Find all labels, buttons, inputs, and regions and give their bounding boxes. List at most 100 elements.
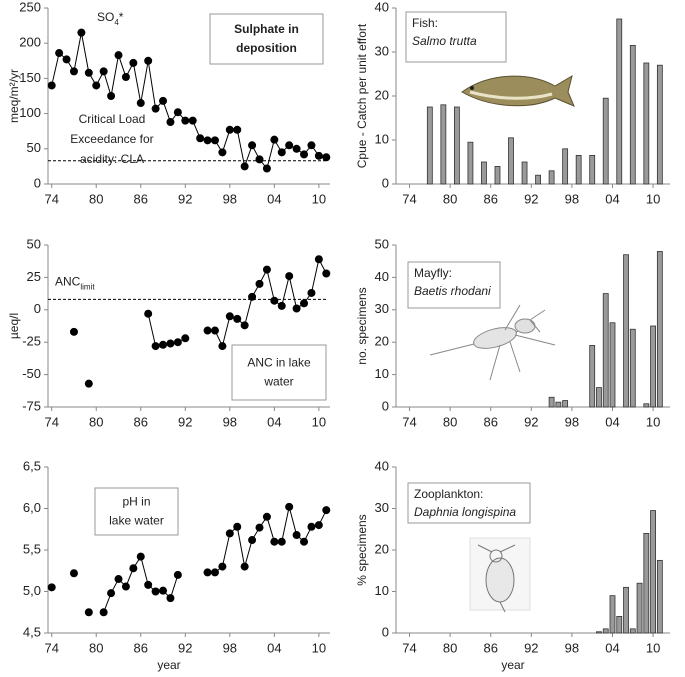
data-point [292,304,301,313]
data-point [292,531,301,540]
bar [602,628,609,634]
data-point [151,342,160,351]
y-tick-label: 40 [375,0,389,14]
x-tick-label: 92 [524,414,538,429]
y-tick-label: 150 [19,70,41,85]
y-tick-label: 0 [34,301,41,316]
x-tick-label: 98 [565,640,579,655]
series-label-text: SO [97,10,114,24]
y-tick-label: 30 [375,43,389,58]
data-point [69,67,78,76]
data-point [248,141,257,150]
x-tick-label: 74 [402,414,416,429]
data-point [92,81,101,90]
data-point [203,326,212,335]
data-point [196,134,205,143]
data-point [218,148,227,157]
y-axis-label: % specimens [355,514,369,585]
data-point [136,99,145,108]
bar [453,106,460,185]
data-point [210,326,219,335]
data-point [188,116,197,125]
y-tick-label: 20 [375,87,389,102]
annotation-text: ANC in lake [247,356,311,370]
bar [656,251,663,408]
data-point [225,529,234,538]
data-point [210,568,219,577]
bar [596,631,602,634]
data-point [99,608,108,617]
data-point [248,536,257,545]
x-tick-label: 10 [312,191,326,206]
x-tick-label: 74 [402,640,416,655]
data-point [173,338,182,347]
data-point [136,552,145,561]
data-point [270,135,279,144]
x-tick-label: 04 [267,640,281,655]
y-axis-label: meq/m²/yr [7,69,21,123]
data-point [314,521,323,530]
reference-label-sub: limit [80,282,95,291]
data-point [277,301,286,310]
data-point [300,299,309,308]
data-point [173,108,182,117]
bar [589,154,596,185]
bar [481,161,487,185]
data-point [166,339,175,348]
y-tick-label: 100 [19,105,41,120]
reference-label: Critical Load [79,112,146,126]
x-tick-label: 80 [89,414,103,429]
y-tick-label: 4,5 [23,624,41,639]
y-tick-label: 6,0 [23,500,41,515]
daphnia-illustration [469,537,531,613]
y-axis-label: µeq/l [7,313,21,339]
data-point [107,92,116,100]
y-tick-label: -50 [22,366,41,381]
data-point [55,49,64,58]
data-point [285,272,294,281]
annotation-box [407,261,501,309]
x-tick-label: 86 [483,191,497,206]
x-tick-label: 92 [178,191,192,206]
bar [629,328,636,408]
x-axis-label: year [501,658,524,672]
data-point [277,537,286,546]
x-tick-label: 80 [89,640,103,655]
y-tick-label: 50 [375,236,389,251]
annotation-title: Mayfly: [414,266,452,280]
bar [623,586,629,634]
x-tick-label: 86 [134,640,148,655]
x-tick-label: 74 [44,640,58,655]
data-point [292,144,301,153]
x-tick-label: 86 [134,191,148,206]
y-tick-label: 250 [19,0,41,14]
annotation-title: Zooplankton: [414,487,483,501]
data-point [314,151,323,160]
y-tick-label: 0 [382,624,389,639]
x-axis-label: year [157,658,180,672]
x-tick-label: 98 [565,191,579,206]
annotation-text: water [263,375,293,389]
x-tick-label: 86 [483,640,497,655]
x-tick-label: 10 [312,414,326,429]
data-point [240,321,249,330]
x-tick-label: 98 [223,640,237,655]
data-point [285,141,294,150]
series-label: SO4* [97,10,124,26]
y-tick-label: 200 [19,35,41,50]
bar [521,161,528,185]
x-tick-label: 10 [646,414,660,429]
annotation-text: pH in [122,495,150,509]
y-tick-label: 50 [27,236,41,251]
annotation-text: Sulphate in [234,22,299,36]
data-point [84,379,93,388]
annotation-box [405,11,507,63]
data-point [181,116,190,125]
bar [555,401,562,408]
x-tick-label: 04 [605,191,619,206]
y-tick-label: 20 [375,334,389,349]
data-line [147,257,327,348]
y-tick-label: 30 [375,301,389,316]
bar [623,254,629,408]
bar [650,325,656,408]
